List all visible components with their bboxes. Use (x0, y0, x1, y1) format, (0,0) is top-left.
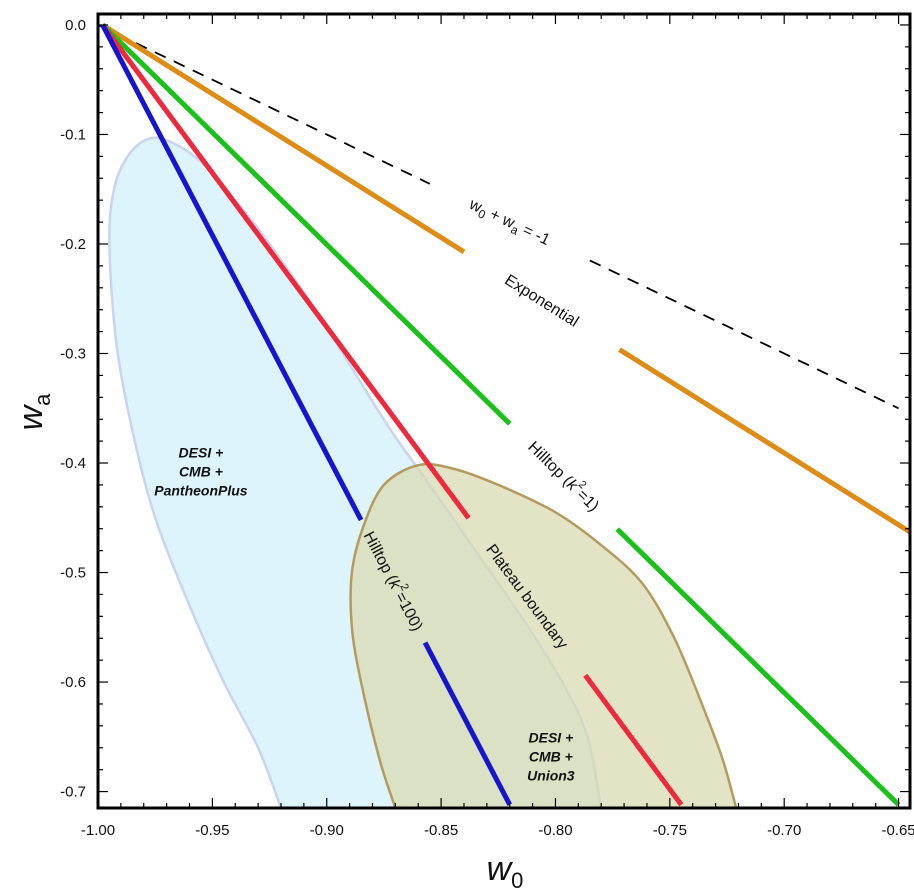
y-tick-label: 0.0 (65, 17, 86, 34)
series-label-exponential: Exponential (502, 271, 582, 330)
axes-layer: -1.00 -0.95 -0.90 -0.85 -0.80 -0.75 -0.70 -0.65… (12, 12, 914, 893)
region-label-desi-cmb-union3: DESI + CMB + Union3 (527, 729, 575, 783)
series-line-exponential-seg2 (618, 347, 910, 535)
series-line-hilltop-k-100-seg1 (100, 23, 364, 522)
series-line-hilltop-k-100-seg2 (422, 641, 512, 806)
series-line-hilltop-k-1-seg1 (100, 23, 512, 426)
x-tick-label: -1.00 (81, 822, 115, 839)
x-tick-label: -0.95 (195, 822, 229, 839)
series-line-hilltop-k-1-seg2 (615, 527, 901, 807)
y-tick-label: -0.4 (60, 455, 86, 472)
regions-layer (108, 136, 738, 808)
series-line-w-w-1-seg2 (589, 259, 899, 410)
series-line-exponential-seg1 (101, 22, 466, 255)
x-tick-label: -0.65 (881, 822, 914, 839)
x-tick-label: -0.85 (424, 822, 458, 839)
y-tick-label: -0.1 (60, 126, 86, 143)
x-tick-label: -0.90 (310, 822, 344, 839)
y-tick-label: -0.2 (60, 236, 86, 253)
x-tick-label: -0.75 (653, 822, 687, 839)
series-line-plateau-boundary-seg2 (583, 673, 684, 807)
series-line-plateau-boundary-seg1 (100, 23, 471, 520)
y-axis-title: wa (12, 393, 55, 431)
x-axis-title: w0 (487, 850, 524, 893)
region-label-desi-cmb-pantheonplus: DESI + CMB + PantheonPlus (154, 445, 248, 499)
y-tick-label: -0.5 (60, 565, 86, 582)
lines-layer (98, 22, 910, 807)
y-tick-label: -0.7 (60, 784, 86, 801)
x-tick-label: -0.80 (538, 822, 572, 839)
series-label-w-w-1: w0 + wa = -1 (464, 195, 552, 252)
plot-frame (96, 12, 912, 810)
x-tick-label: -0.70 (767, 822, 801, 839)
region-desi-cmb-union3 (349, 462, 738, 808)
y-tick-label: -0.3 (60, 346, 86, 363)
y-tick-label: -0.6 (60, 674, 86, 691)
